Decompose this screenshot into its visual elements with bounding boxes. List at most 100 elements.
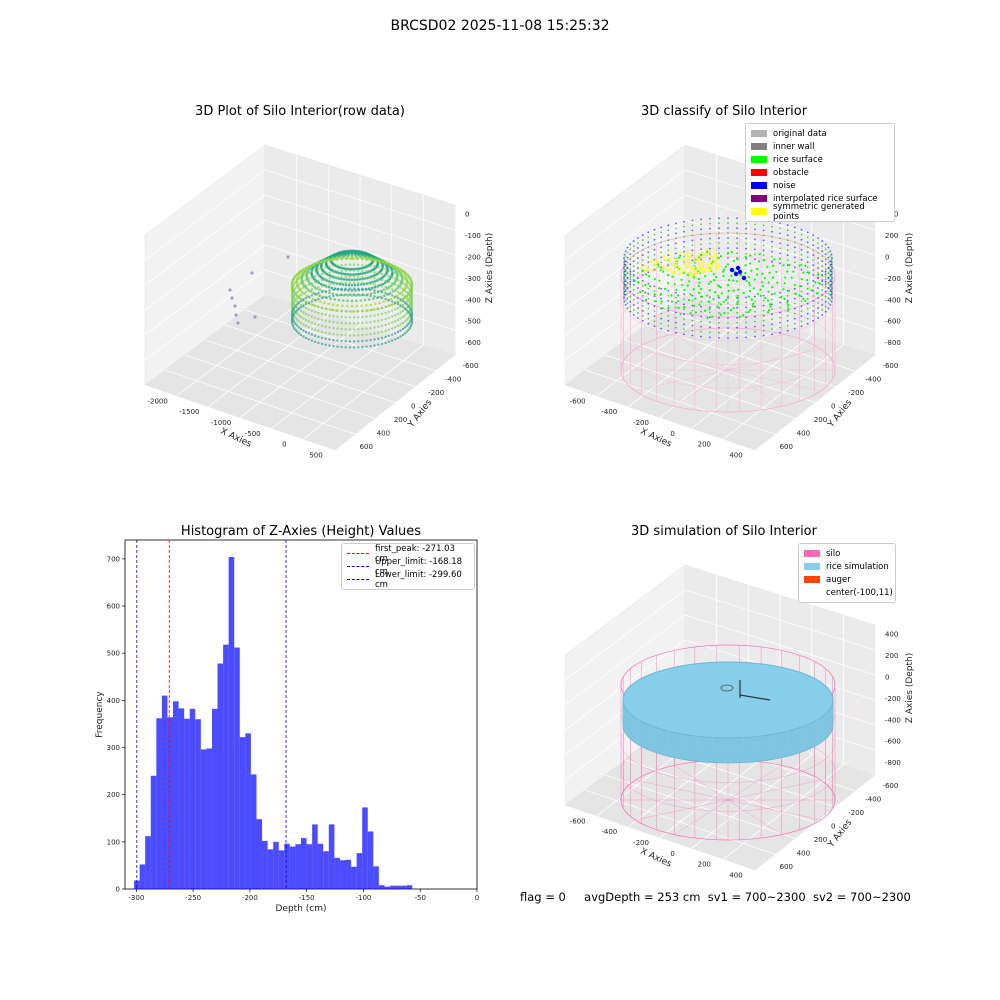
wall-point: [641, 300, 644, 302]
point: [371, 308, 374, 312]
wall-point: [373, 271, 376, 274]
wall-point: [623, 293, 626, 296]
rice-surface-point: [767, 290, 770, 293]
wall-point: [700, 300, 702, 303]
silo-cylinder-spoke: [727, 799, 821, 821]
wall-point: [299, 309, 303, 313]
wall-point: [632, 270, 635, 272]
rice-surface-point: [683, 288, 686, 291]
wall-point: [727, 307, 729, 309]
wall-point: [754, 233, 756, 236]
wall-point: [361, 339, 364, 343]
point: [350, 278, 354, 282]
wall-point: [691, 329, 694, 332]
wall-point: [403, 307, 407, 310]
wall-point: [365, 315, 368, 318]
wall-point: [626, 276, 629, 279]
wall-point: [800, 228, 803, 231]
wall-point: [307, 301, 310, 304]
rice-surface-point: [641, 269, 644, 272]
wall-point: [394, 314, 397, 317]
point: [362, 282, 366, 286]
rice-surface-point: [683, 306, 686, 309]
wall-point: [369, 288, 372, 292]
wall-point: [340, 263, 343, 267]
rice-surface-point: [698, 303, 701, 306]
wall-point: [709, 217, 711, 220]
wall-point: [292, 314, 295, 317]
silo-cylinder-spoke: [635, 779, 729, 801]
wall-point: [320, 306, 324, 310]
wall-point: [709, 321, 711, 324]
wall-point: [675, 301, 677, 304]
wall-point: [369, 276, 372, 280]
wall-point: [310, 300, 314, 303]
wall-point: [806, 256, 809, 259]
point: [347, 283, 351, 287]
wall-point: [827, 256, 830, 259]
wall-point: [806, 312, 809, 315]
wall-point: [387, 334, 391, 337]
rice-surface-point: [700, 253, 703, 257]
wall-point: [390, 300, 394, 303]
wall-point: [623, 268, 626, 271]
wall-point: [727, 322, 729, 324]
wall-point: [812, 315, 815, 317]
wall-point: [812, 264, 815, 266]
rice-surface-point: [804, 299, 807, 302]
point: [350, 304, 354, 308]
wall-point: [727, 317, 729, 319]
point: [356, 283, 360, 287]
wall-point: [304, 302, 308, 306]
rice-surface-point: [644, 291, 647, 294]
rice-surface-point: [675, 288, 678, 291]
wall-point: [629, 243, 632, 246]
wall-point: [806, 231, 809, 234]
wall-point: [344, 275, 347, 278]
outlier-point: [253, 315, 257, 319]
rice-surface-point: [768, 303, 772, 306]
wall-point: [754, 310, 756, 313]
wall-point: [641, 310, 644, 312]
point: [336, 304, 339, 307]
wall-point: [754, 305, 756, 308]
wall-point: [727, 302, 729, 304]
wall-point: [675, 306, 677, 309]
wall-point: [667, 239, 670, 242]
wall-point: [736, 232, 738, 235]
point: [383, 294, 386, 297]
wall-point: [830, 300, 833, 303]
wall-point: [387, 287, 391, 290]
grid-line: [564, 589, 686, 681]
axes-frame: [144, 144, 456, 451]
wall-point: [410, 280, 413, 283]
x-tick-label: 0: [670, 850, 674, 858]
wall-point: [380, 260, 384, 264]
wall-point: [304, 312, 308, 316]
wall-point: [390, 270, 394, 273]
wall-point: [623, 282, 625, 284]
wall-point: [821, 245, 824, 247]
rice-surface-point: [744, 264, 747, 267]
rice-surface-point: [670, 294, 673, 297]
x-axis-label: X Axies: [639, 847, 674, 870]
legend-swatch: [751, 208, 767, 215]
wall-point: [361, 257, 364, 261]
wall-point: [829, 275, 832, 277]
wall-point: [302, 280, 305, 283]
wall-point: [667, 329, 670, 332]
wall-point: [290, 288, 294, 291]
wall-point: [399, 298, 402, 301]
wall-point: [332, 308, 335, 312]
wall-point: [394, 326, 397, 329]
wall-point: [365, 264, 368, 267]
wall-point: [340, 287, 343, 291]
wall-point: [291, 292, 294, 295]
wall-point: [410, 292, 413, 295]
point: [330, 308, 333, 312]
wall-point: [660, 256, 663, 259]
wall-point: [336, 282, 339, 285]
rice-surface-point: [688, 280, 691, 283]
wall-point: [396, 302, 400, 306]
histogram-bar: [273, 841, 279, 889]
